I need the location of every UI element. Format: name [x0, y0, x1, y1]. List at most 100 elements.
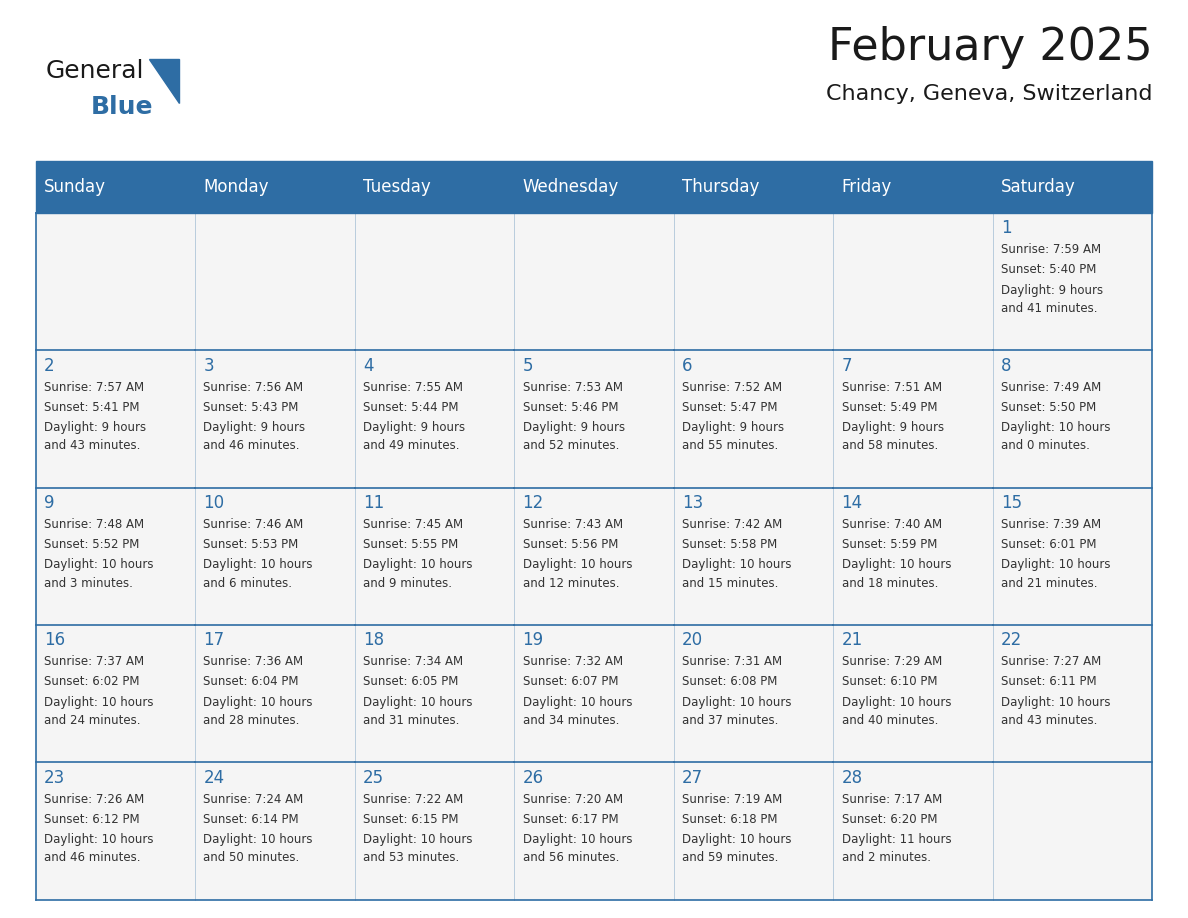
- Bar: [833, 625, 993, 762]
- Text: 11: 11: [364, 494, 384, 512]
- Text: and 59 minutes.: and 59 minutes.: [682, 851, 778, 865]
- Text: Sunrise: 7:24 AM: Sunrise: 7:24 AM: [203, 792, 304, 806]
- Text: 4: 4: [364, 357, 373, 375]
- Text: 17: 17: [203, 632, 225, 649]
- Text: Daylight: 9 hours: Daylight: 9 hours: [523, 421, 625, 434]
- Bar: [355, 351, 514, 487]
- Text: Sunrise: 7:27 AM: Sunrise: 7:27 AM: [1001, 655, 1101, 668]
- Text: Sunset: 5:52 PM: Sunset: 5:52 PM: [44, 538, 139, 551]
- Text: Sunrise: 7:36 AM: Sunrise: 7:36 AM: [203, 655, 304, 668]
- Text: Sunrise: 7:40 AM: Sunrise: 7:40 AM: [841, 518, 942, 531]
- Text: February 2025: February 2025: [828, 26, 1152, 69]
- Text: 13: 13: [682, 494, 703, 512]
- Text: and 2 minutes.: and 2 minutes.: [841, 851, 930, 865]
- Text: and 41 minutes.: and 41 minutes.: [1001, 302, 1098, 315]
- Text: Daylight: 10 hours: Daylight: 10 hours: [682, 833, 791, 846]
- Text: Sunset: 5:46 PM: Sunset: 5:46 PM: [523, 401, 618, 414]
- Bar: [674, 487, 833, 625]
- Bar: [355, 213, 514, 351]
- Text: Sunset: 6:08 PM: Sunset: 6:08 PM: [682, 676, 777, 688]
- Text: Sunrise: 7:49 AM: Sunrise: 7:49 AM: [1001, 381, 1101, 394]
- Text: Daylight: 10 hours: Daylight: 10 hours: [364, 558, 473, 571]
- Text: Daylight: 10 hours: Daylight: 10 hours: [203, 696, 312, 709]
- Bar: [993, 213, 1152, 351]
- Text: Sunrise: 7:52 AM: Sunrise: 7:52 AM: [682, 381, 782, 394]
- Text: Sunset: 6:07 PM: Sunset: 6:07 PM: [523, 676, 618, 688]
- Text: 24: 24: [203, 768, 225, 787]
- Text: Sunrise: 7:57 AM: Sunrise: 7:57 AM: [44, 381, 144, 394]
- Bar: [993, 351, 1152, 487]
- Bar: [993, 762, 1152, 900]
- Text: 16: 16: [44, 632, 65, 649]
- Text: Daylight: 10 hours: Daylight: 10 hours: [1001, 421, 1111, 434]
- Bar: [833, 351, 993, 487]
- Text: Sunrise: 7:39 AM: Sunrise: 7:39 AM: [1001, 518, 1101, 531]
- Text: Daylight: 9 hours: Daylight: 9 hours: [841, 421, 943, 434]
- Text: Sunset: 6:10 PM: Sunset: 6:10 PM: [841, 676, 937, 688]
- Text: 5: 5: [523, 357, 533, 375]
- Text: Wednesday: Wednesday: [523, 178, 619, 196]
- Bar: [514, 213, 674, 351]
- Text: and 50 minutes.: and 50 minutes.: [203, 851, 299, 865]
- Text: Daylight: 10 hours: Daylight: 10 hours: [523, 558, 632, 571]
- Text: 18: 18: [364, 632, 384, 649]
- Bar: [36, 762, 195, 900]
- Text: Daylight: 10 hours: Daylight: 10 hours: [841, 696, 952, 709]
- Text: Sunset: 5:47 PM: Sunset: 5:47 PM: [682, 401, 778, 414]
- Bar: [36, 487, 195, 625]
- Text: Daylight: 10 hours: Daylight: 10 hours: [44, 696, 153, 709]
- Text: Sunrise: 7:32 AM: Sunrise: 7:32 AM: [523, 655, 623, 668]
- Text: Sunset: 6:20 PM: Sunset: 6:20 PM: [841, 812, 937, 826]
- Text: 7: 7: [841, 357, 852, 375]
- Bar: [514, 762, 674, 900]
- Text: Daylight: 10 hours: Daylight: 10 hours: [523, 696, 632, 709]
- Bar: [36, 213, 195, 351]
- Text: Saturday: Saturday: [1001, 178, 1076, 196]
- Text: 26: 26: [523, 768, 544, 787]
- Text: Sunrise: 7:45 AM: Sunrise: 7:45 AM: [364, 518, 463, 531]
- Text: Daylight: 9 hours: Daylight: 9 hours: [364, 421, 466, 434]
- Text: Daylight: 9 hours: Daylight: 9 hours: [44, 421, 146, 434]
- Text: Sunset: 5:49 PM: Sunset: 5:49 PM: [841, 401, 937, 414]
- Text: and 15 minutes.: and 15 minutes.: [682, 577, 778, 589]
- Bar: [195, 625, 355, 762]
- Text: Sunset: 6:01 PM: Sunset: 6:01 PM: [1001, 538, 1097, 551]
- Text: Sunset: 5:40 PM: Sunset: 5:40 PM: [1001, 263, 1097, 276]
- Text: Daylight: 11 hours: Daylight: 11 hours: [841, 833, 952, 846]
- Text: Sunset: 5:55 PM: Sunset: 5:55 PM: [364, 538, 459, 551]
- Text: 10: 10: [203, 494, 225, 512]
- Text: Sunrise: 7:53 AM: Sunrise: 7:53 AM: [523, 381, 623, 394]
- Text: Sunrise: 7:31 AM: Sunrise: 7:31 AM: [682, 655, 782, 668]
- Text: Sunset: 5:50 PM: Sunset: 5:50 PM: [1001, 401, 1097, 414]
- Text: Thursday: Thursday: [682, 178, 759, 196]
- Text: 19: 19: [523, 632, 544, 649]
- Text: 21: 21: [841, 632, 862, 649]
- Text: and 55 minutes.: and 55 minutes.: [682, 440, 778, 453]
- Text: Daylight: 9 hours: Daylight: 9 hours: [1001, 284, 1104, 297]
- Text: Sunrise: 7:37 AM: Sunrise: 7:37 AM: [44, 655, 144, 668]
- Text: Sunrise: 7:48 AM: Sunrise: 7:48 AM: [44, 518, 144, 531]
- Text: Sunset: 5:58 PM: Sunset: 5:58 PM: [682, 538, 777, 551]
- Text: and 46 minutes.: and 46 minutes.: [44, 851, 140, 865]
- Text: and 6 minutes.: and 6 minutes.: [203, 577, 292, 589]
- Text: Sunset: 5:53 PM: Sunset: 5:53 PM: [203, 538, 298, 551]
- Text: and 46 minutes.: and 46 minutes.: [203, 440, 301, 453]
- Text: Sunset: 6:12 PM: Sunset: 6:12 PM: [44, 812, 139, 826]
- Bar: [833, 762, 993, 900]
- Text: Sunrise: 7:34 AM: Sunrise: 7:34 AM: [364, 655, 463, 668]
- Text: and 21 minutes.: and 21 minutes.: [1001, 577, 1098, 589]
- Text: Daylight: 10 hours: Daylight: 10 hours: [44, 833, 153, 846]
- Text: Sunset: 5:44 PM: Sunset: 5:44 PM: [364, 401, 459, 414]
- Text: Daylight: 10 hours: Daylight: 10 hours: [203, 558, 312, 571]
- Text: Sunrise: 7:29 AM: Sunrise: 7:29 AM: [841, 655, 942, 668]
- Text: Sunset: 6:17 PM: Sunset: 6:17 PM: [523, 812, 618, 826]
- Text: Sunset: 6:04 PM: Sunset: 6:04 PM: [203, 676, 299, 688]
- Bar: [674, 213, 833, 351]
- Text: Sunrise: 7:20 AM: Sunrise: 7:20 AM: [523, 792, 623, 806]
- Text: Daylight: 10 hours: Daylight: 10 hours: [364, 833, 473, 846]
- Text: and 28 minutes.: and 28 minutes.: [203, 714, 299, 727]
- Text: 8: 8: [1001, 357, 1012, 375]
- Text: and 40 minutes.: and 40 minutes.: [841, 714, 939, 727]
- Text: Sunrise: 7:42 AM: Sunrise: 7:42 AM: [682, 518, 783, 531]
- Bar: [36, 625, 195, 762]
